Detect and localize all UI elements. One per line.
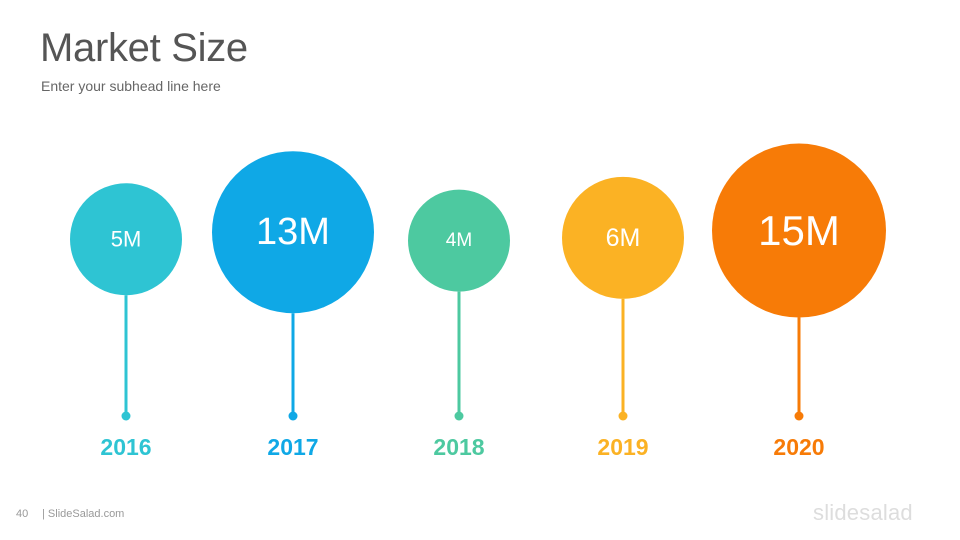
dot-2016 [121, 411, 131, 421]
page-number: 40 [16, 508, 29, 520]
value-label-2019: 6M [606, 224, 641, 252]
year-label-2019: 2019 [597, 434, 648, 460]
bubble-2016 [70, 183, 182, 296]
value-label-2016: 5M [111, 227, 142, 252]
bubble-2018 [408, 189, 510, 292]
dot-2017 [288, 411, 298, 421]
value-label-2017: 13M [256, 211, 330, 253]
dot-2020 [794, 411, 804, 421]
year-label-2020: 2020 [773, 434, 824, 460]
value-label-2018: 4M [446, 230, 472, 251]
footer-site-text: | SlideSalad.com [42, 508, 125, 520]
value-label-2020: 15M [758, 207, 840, 254]
year-label-2016: 2016 [100, 434, 151, 460]
brand-logo: slidesalad [813, 500, 913, 525]
year-label-2018: 2018 [433, 434, 484, 460]
page-subtitle: Enter your subhead line here [41, 78, 221, 94]
dot-2018 [454, 411, 464, 421]
dot-2019 [618, 411, 628, 421]
bubble-2017 [212, 151, 374, 314]
year-label-2017: 2017 [267, 434, 318, 460]
bubble-2020 [712, 143, 886, 318]
bubble-2019 [562, 176, 684, 299]
page-title: Market Size [40, 26, 248, 70]
